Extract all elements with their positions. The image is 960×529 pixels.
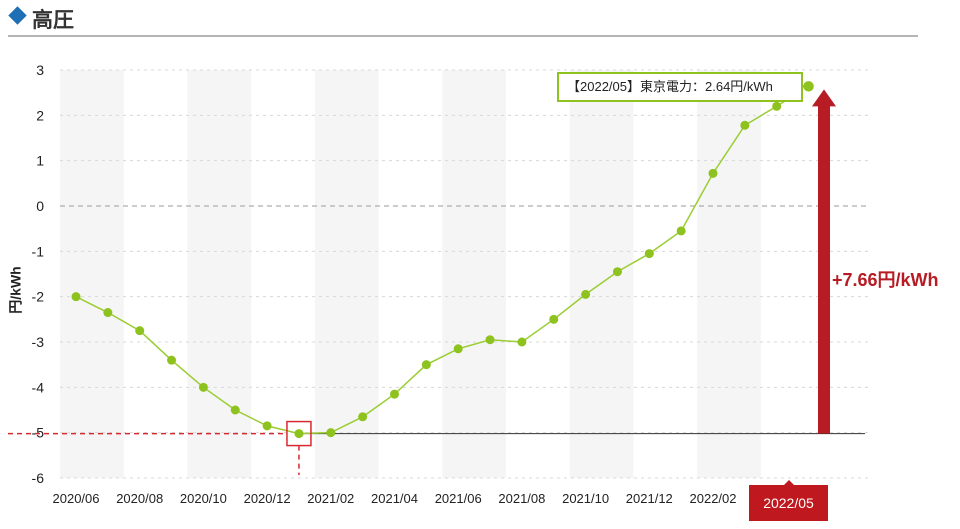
x-tick-label: 2021/08 xyxy=(498,491,545,506)
grid-band xyxy=(60,70,124,478)
data-point xyxy=(453,344,463,354)
data-point xyxy=(772,101,782,111)
data-point xyxy=(517,337,527,347)
grid-band xyxy=(314,70,379,478)
x-tick-label: 2021/04 xyxy=(371,491,418,506)
data-tooltip: 【2022/05】東京電力：2.64円/kWh xyxy=(557,72,803,102)
x-tick-label: 2021/12 xyxy=(626,491,673,506)
x-tick-label: 2020/10 xyxy=(180,491,227,506)
x-tick-label: 2020/08 xyxy=(116,491,163,506)
data-point xyxy=(421,360,431,370)
data-point xyxy=(485,335,495,345)
y-axis-label: 円/kWh xyxy=(7,266,24,314)
header-rule xyxy=(8,35,918,37)
data-point xyxy=(135,326,145,336)
y-tick-label: -3 xyxy=(32,334,45,350)
data-point xyxy=(644,249,654,259)
y-tick-label: -5 xyxy=(32,425,45,441)
y-tick-label: -2 xyxy=(32,289,45,305)
x-tick-label: 2021/10 xyxy=(562,491,609,506)
y-tick-label: 2 xyxy=(36,107,44,123)
data-point xyxy=(326,428,336,438)
y-tick-label: -1 xyxy=(32,243,45,259)
data-point xyxy=(198,382,208,392)
highlight-x-label: 2022/05 xyxy=(749,480,828,521)
data-point xyxy=(390,389,399,399)
y-tick-label: 1 xyxy=(36,153,44,169)
grid-band xyxy=(569,70,634,478)
data-point xyxy=(294,429,304,439)
data-point xyxy=(230,405,240,415)
grid-band xyxy=(442,70,506,478)
x-tick-label: 2020/06 xyxy=(53,491,100,506)
data-point xyxy=(581,289,591,299)
y-tick-label: 0 xyxy=(36,198,44,214)
section-title: 高圧 xyxy=(32,9,74,32)
change-arrow-head xyxy=(812,89,836,107)
y-tick-label: -6 xyxy=(32,470,45,486)
x-tick-label: 2021/02 xyxy=(307,491,354,506)
change-arrow-shaft xyxy=(818,104,830,434)
data-point xyxy=(103,308,113,318)
data-point xyxy=(676,226,686,236)
data-point xyxy=(612,267,622,277)
y-tick-label: -4 xyxy=(32,379,45,395)
data-point xyxy=(71,292,81,302)
y-tick-label: 3 xyxy=(36,62,44,78)
data-point xyxy=(740,120,750,130)
series-line xyxy=(75,85,809,435)
x-tick-label: 2020/12 xyxy=(244,491,291,506)
grid-band xyxy=(187,70,252,478)
data-point xyxy=(167,355,177,365)
section-header: 高圧 xyxy=(0,0,920,38)
data-point xyxy=(549,314,559,324)
x-tick-label: 2021/06 xyxy=(435,491,482,506)
grid-band xyxy=(697,70,761,478)
x-tick-label: 2022/02 xyxy=(690,491,737,506)
data-point xyxy=(262,421,272,431)
change-annotation: +7.66円/kWh xyxy=(832,270,939,290)
minimum-marker-box xyxy=(286,420,312,447)
data-point xyxy=(708,168,718,178)
data-point xyxy=(358,412,368,422)
